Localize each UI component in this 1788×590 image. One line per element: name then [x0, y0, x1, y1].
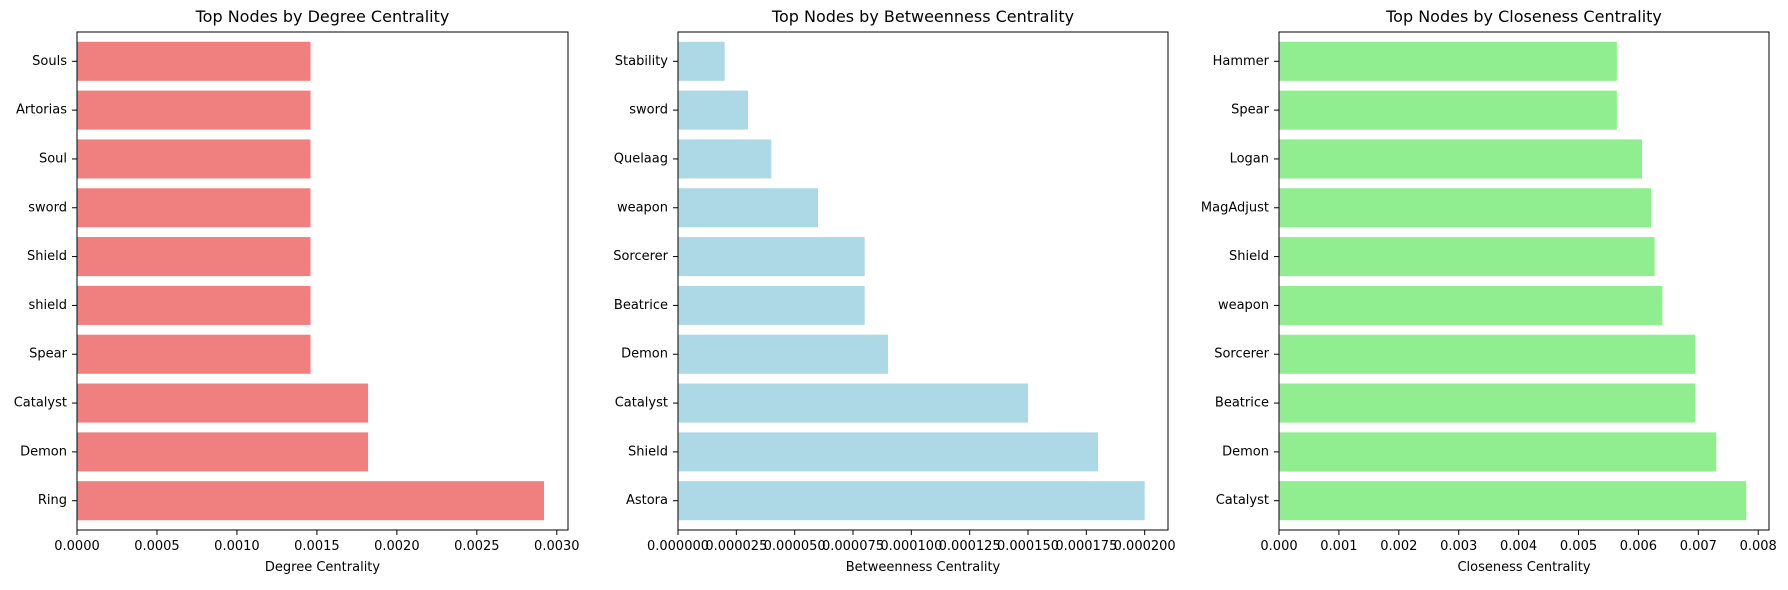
bar-weapon — [678, 188, 818, 228]
bar-artorias — [77, 90, 311, 130]
y-tick-label: shield — [29, 298, 68, 313]
x-axis-label: Closeness Centrality — [1457, 560, 1590, 575]
y-tick-label: Soul — [39, 151, 67, 166]
bar-shield — [77, 237, 311, 277]
x-tick-label: 0.0030 — [534, 539, 580, 554]
x-tick-label: 0.004 — [1500, 539, 1537, 554]
bar-souls — [77, 41, 311, 81]
chart-title: Top Nodes by Closeness Centrality — [1385, 7, 1662, 26]
y-tick-label: Catalyst — [14, 396, 67, 411]
bar-demon — [678, 334, 888, 374]
x-tick-label: 0.003 — [1440, 539, 1477, 554]
y-tick-label: Ring — [38, 493, 67, 508]
x-tick-label: 0.000050 — [764, 539, 826, 554]
bar-spear — [1279, 90, 1617, 130]
x-tick-label: 0.0005 — [134, 539, 180, 554]
y-tick-label: Hammer — [1213, 54, 1270, 69]
bar-demon — [77, 432, 369, 472]
y-tick-label: Souls — [32, 54, 67, 69]
bar-astora — [678, 481, 1145, 521]
x-tick-label: 0.008 — [1740, 539, 1777, 554]
x-axis-label: Betweenness Centrality — [846, 560, 1001, 575]
plot-frame — [677, 31, 1169, 531]
x-tick-label: 0.0010 — [214, 539, 260, 554]
y-tick-label: Sorcerer — [1214, 347, 1269, 362]
y-tick-label: Demon — [20, 444, 67, 459]
x-tick-label: 0.002 — [1380, 539, 1417, 554]
bar-sword — [678, 90, 748, 130]
x-tick-label: 0.0015 — [294, 539, 340, 554]
y-tick-label: Artorias — [16, 103, 67, 118]
x-tick-label: 0.000 — [1260, 539, 1297, 554]
y-tick-label: Demon — [621, 347, 668, 362]
y-tick-label: Beatrice — [1215, 396, 1269, 411]
bar-shield — [1279, 237, 1655, 277]
chart-title: Top Nodes by Degree Centrality — [195, 7, 450, 26]
bar-logan — [1279, 139, 1643, 179]
x-tick-label: 0.0025 — [454, 539, 500, 554]
x-tick-label: 0.005 — [1560, 539, 1597, 554]
x-tick-label: 0.006 — [1620, 539, 1657, 554]
chart-panel-3: Catalyst Demon Beatrice Sorcerer weapon Shiel… — [1201, 7, 1777, 575]
bar-demon — [1279, 432, 1717, 472]
bar-quelaag — [678, 139, 772, 179]
plot-frame — [76, 31, 569, 531]
chart-panel-2: Astora Shield Catalyst Demon Beatrice Sorcere… — [613, 7, 1175, 575]
bar-shield — [678, 432, 1098, 472]
bar-ring — [77, 481, 545, 521]
y-tick-label: Spear — [29, 347, 67, 362]
y-tick-label: Shield — [1229, 249, 1269, 264]
y-tick-label: MagAdjust — [1201, 200, 1269, 215]
y-tick-label: Shield — [27, 249, 67, 264]
y-tick-label: Astora — [626, 493, 668, 508]
y-tick-label: Spear — [1231, 103, 1269, 118]
bar-stability — [678, 41, 725, 81]
bar-catalyst — [678, 383, 1028, 423]
bar-sorcerer — [1279, 334, 1696, 374]
y-tick-label: Shield — [628, 444, 668, 459]
x-tick-label: 0.000200 — [1114, 539, 1176, 554]
bar-sorcerer — [678, 237, 865, 277]
bar-beatrice — [678, 285, 865, 325]
y-tick-label: sword — [629, 103, 668, 118]
y-tick-label: Catalyst — [615, 396, 668, 411]
x-tick-label: 0.0000 — [54, 539, 100, 554]
x-tick-label: 0.001 — [1320, 539, 1357, 554]
bar-sword — [77, 188, 311, 228]
chart-title: Top Nodes by Betweenness Centrality — [771, 7, 1074, 26]
x-tick-label: 0.007 — [1680, 539, 1717, 554]
y-tick-label: Quelaag — [614, 151, 668, 166]
x-tick-label: 0.000125 — [939, 539, 1001, 554]
y-tick-label: weapon — [617, 200, 668, 215]
y-tick-label: Catalyst — [1216, 493, 1269, 508]
x-tick-label: 0.000175 — [1055, 539, 1117, 554]
x-tick-label: 0.000000 — [647, 539, 709, 554]
x-tick-label: 0.000075 — [822, 539, 884, 554]
bar-shield — [77, 285, 311, 325]
plot-frame — [1278, 31, 1770, 531]
y-tick-label: Logan — [1230, 151, 1269, 166]
x-axis-label: Degree Centrality — [265, 560, 380, 575]
bar-soul — [77, 139, 311, 179]
chart-panel-1: Ring Demon Catalyst Spear shield Shield sword S… — [14, 7, 580, 575]
bar-weapon — [1279, 285, 1663, 325]
bar-beatrice — [1279, 383, 1696, 423]
y-tick-label: weapon — [1218, 298, 1269, 313]
x-tick-label: 0.000100 — [880, 539, 942, 554]
x-tick-label: 0.000150 — [997, 539, 1059, 554]
bar-hammer — [1279, 41, 1617, 81]
y-tick-label: Sorcerer — [613, 249, 668, 264]
x-tick-label: 0.0020 — [374, 539, 420, 554]
x-tick-label: 0.000025 — [705, 539, 767, 554]
bar-catalyst — [77, 383, 369, 423]
bar-spear — [77, 334, 311, 374]
y-tick-label: Beatrice — [614, 298, 668, 313]
bar-magadjust — [1279, 188, 1651, 228]
y-tick-label: sword — [28, 200, 67, 215]
bar-catalyst — [1279, 481, 1747, 521]
y-tick-label: Demon — [1222, 444, 1269, 459]
y-tick-label: Stability — [615, 54, 669, 69]
